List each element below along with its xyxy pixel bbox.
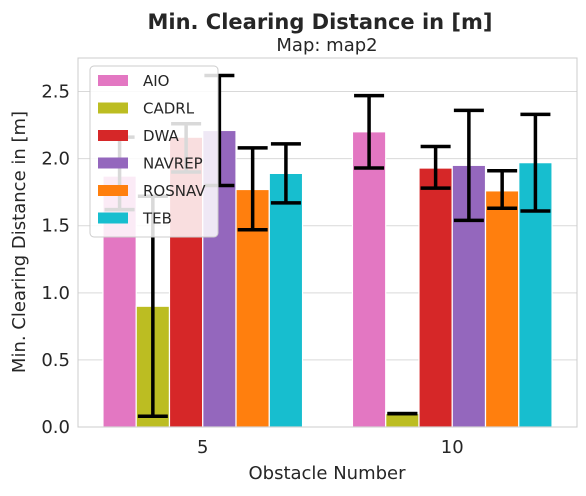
chart-subtitle: Map: map2	[276, 35, 377, 56]
y-tick-label: 2.5	[41, 82, 70, 103]
legend-label-teb: TEB	[142, 210, 172, 228]
y-axis-label: Min. Clearing Distance in [m]	[9, 111, 30, 373]
x-tick-label: 10	[441, 437, 464, 458]
y-tick-label: 0.0	[41, 417, 70, 438]
x-axis-label: Obstacle Number	[248, 463, 406, 484]
legend: AIO CADRL DWA NAVREP ROSNAV TEB	[89, 65, 219, 238]
bar-rosnav-10	[484, 190, 520, 428]
bar-teb-5	[268, 172, 304, 428]
legend-label-navrep: NAVREP	[143, 155, 203, 173]
y-tick-label: 2.0	[41, 149, 70, 170]
legend-label-dwa: DWA	[143, 127, 180, 145]
axis-layer: 0.0 0.5 1.0 1.5 2.0 2.5 5 10	[41, 57, 578, 458]
y-tick-label: 1.0	[41, 283, 70, 304]
x-tick-label: 5	[197, 437, 208, 458]
legend-label-cadrl: CADRL	[143, 100, 195, 118]
bar-dwa-10	[418, 167, 453, 428]
legend-label-aio: AIO	[143, 72, 170, 90]
bar-aio-10	[351, 131, 387, 428]
bar-cadrl-10	[385, 412, 420, 428]
legend-label-rosnav: ROSNAV	[143, 182, 206, 200]
legend-swatch-navrep	[98, 157, 128, 169]
y-tick-label: 1.5	[41, 216, 70, 237]
legend-swatch-rosnav	[98, 185, 128, 196]
legend-swatch-teb	[98, 212, 128, 224]
legend-swatch-aio	[98, 75, 128, 86]
plot-frame	[77, 57, 578, 428]
legend-swatch-cadrl	[98, 102, 128, 114]
y-tick-label: 0.5	[41, 350, 70, 371]
legend-swatch-dwa	[98, 130, 128, 141]
chart-title: Min. Clearing Distance in [m]	[147, 10, 492, 34]
